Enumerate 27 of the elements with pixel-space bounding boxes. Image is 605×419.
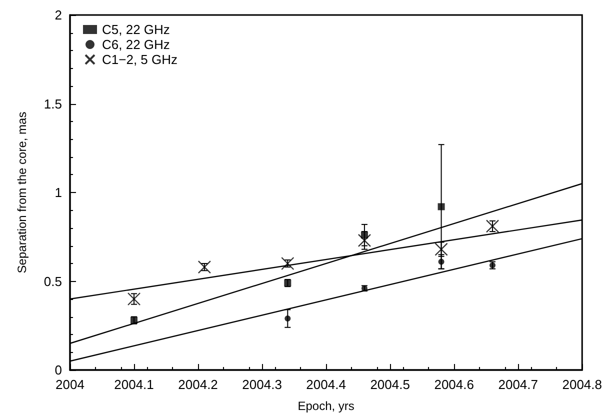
x-tick-label: 2004.2 [178, 377, 218, 392]
legend-label: C1−2, 5 GHz [102, 52, 178, 67]
point [358, 234, 372, 248]
y-tick-label: 0.5 [44, 274, 62, 289]
point [127, 292, 141, 306]
y-tick-label: 2 [54, 8, 62, 22]
point [486, 220, 500, 233]
point [438, 258, 444, 265]
x-tick-label: 2004.5 [370, 377, 410, 392]
x-tick-label: 2004.8 [562, 377, 602, 392]
legend-label: C6, 22 GHz [102, 37, 170, 52]
point [284, 316, 291, 322]
legend-label: C5, 22 GHz [102, 22, 170, 37]
y-tick-label: 1 [54, 185, 62, 200]
x-tick-label: 2004.6 [434, 377, 474, 392]
point [438, 203, 445, 210]
x-tick-label: 2004 [56, 377, 84, 392]
y-tick-label: 1.5 [44, 96, 62, 112]
x-tick-label: 2004.7 [498, 377, 538, 392]
x-tick-label: 2004.3 [242, 377, 282, 392]
x-tick-label: 2004.4 [306, 377, 346, 392]
x-tick-label: 2004.1 [114, 377, 154, 392]
point [198, 260, 212, 274]
y-axis-title: Separation from the core, mas [15, 112, 29, 274]
point [281, 256, 294, 270]
y-tick-label: 0 [54, 362, 62, 378]
x-axis-title: Epoch, yrs [298, 399, 354, 413]
